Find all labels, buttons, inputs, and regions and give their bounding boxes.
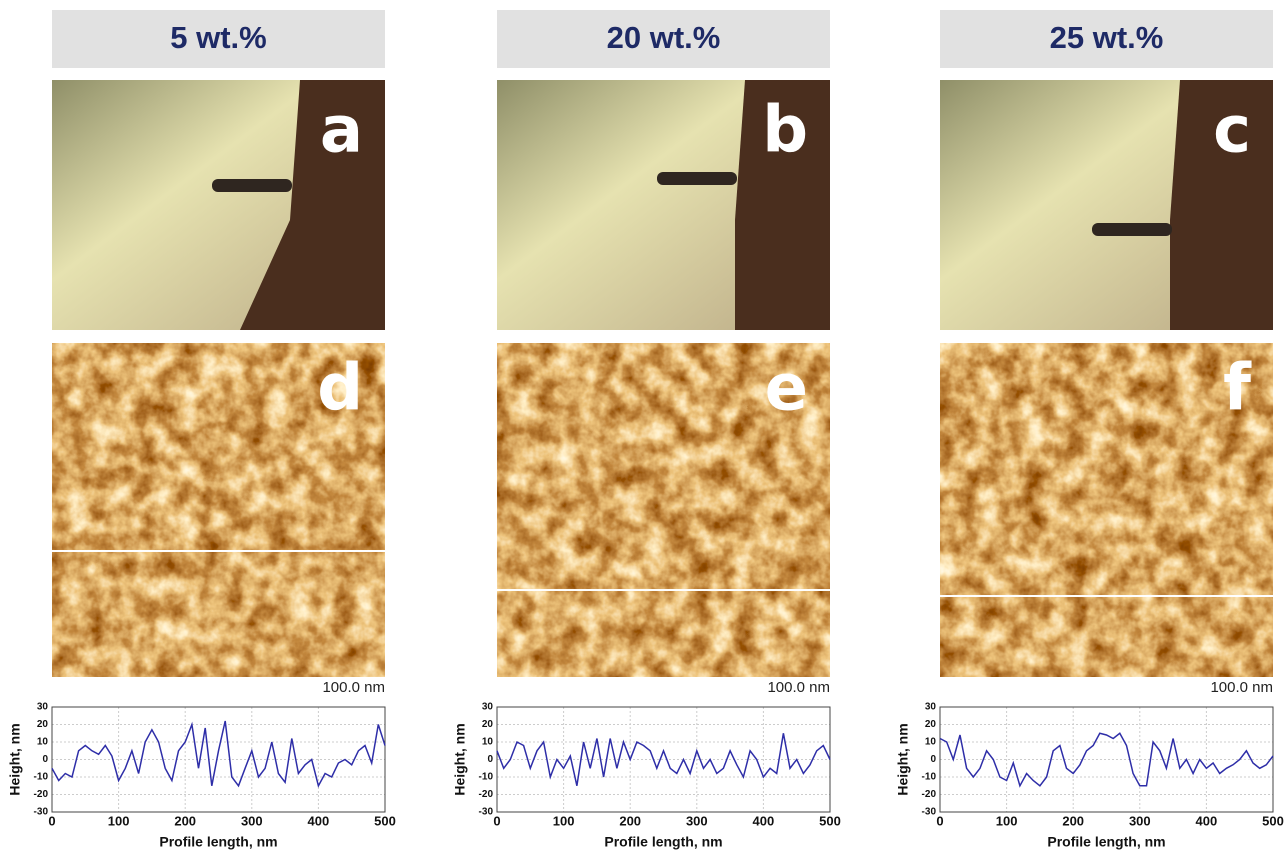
y-tick-label: -20 <box>34 789 49 800</box>
y-axis-label: Height, nm <box>7 723 23 795</box>
x-tick-label: 100 <box>553 813 575 828</box>
y-tick-label: -30 <box>922 807 937 818</box>
x-tick-label: 0 <box>493 813 500 828</box>
y-tick-label: -30 <box>34 807 49 818</box>
cantilever <box>212 179 292 192</box>
y-tick-label: 0 <box>930 754 936 765</box>
afm-label: f <box>1223 352 1252 426</box>
x-tick-label: 300 <box>1129 813 1151 828</box>
y-tick-label: 30 <box>37 702 49 713</box>
y-tick-label: -10 <box>922 772 937 783</box>
x-tick-label: 100 <box>108 813 130 828</box>
y-tick-label: -10 <box>479 772 494 783</box>
profile-line-series <box>52 721 385 786</box>
scale-bar: 100.0 nm <box>767 679 830 696</box>
afm-label: d <box>317 352 363 426</box>
x-tick-label: 0 <box>936 813 943 828</box>
y-tick-label: 0 <box>487 754 493 765</box>
y-axis-label: Height, nm <box>452 723 468 795</box>
x-tick-label: 300 <box>686 813 708 828</box>
photo-label: c <box>1213 94 1251 168</box>
x-tick-label: 300 <box>241 813 263 828</box>
x-axis-label: Profile length, nm <box>1047 834 1165 850</box>
y-tick-label: 20 <box>37 719 49 730</box>
x-tick-label: 100 <box>996 813 1018 828</box>
y-tick-label: 10 <box>37 737 49 748</box>
y-tick-label: 20 <box>925 719 937 730</box>
x-tick-label: 500 <box>1262 813 1284 828</box>
y-tick-label: 10 <box>482 737 494 748</box>
scale-bar: 100.0 nm <box>322 679 385 696</box>
y-axis-label: Height, nm <box>895 723 911 795</box>
y-tick-label: 20 <box>482 719 494 730</box>
y-tick-label: 30 <box>925 702 937 713</box>
y-tick-label: -30 <box>479 807 494 818</box>
cantilever <box>1092 223 1172 236</box>
x-tick-label: 200 <box>1062 813 1084 828</box>
x-tick-label: 500 <box>374 813 396 828</box>
x-axis-label: Profile length, nm <box>159 834 277 850</box>
x-tick-label: 400 <box>308 813 330 828</box>
x-tick-label: 400 <box>1196 813 1218 828</box>
x-tick-label: 500 <box>819 813 841 828</box>
y-tick-label: 10 <box>925 737 937 748</box>
y-tick-label: -20 <box>479 789 494 800</box>
cantilever <box>657 172 737 185</box>
photo-label: a <box>320 94 363 168</box>
y-tick-label: 30 <box>482 702 494 713</box>
panel-header: 20 wt.% <box>607 20 721 55</box>
panel-header: 5 wt.% <box>170 20 266 55</box>
y-tick-label: -20 <box>922 789 937 800</box>
x-tick-label: 200 <box>174 813 196 828</box>
y-tick-label: -10 <box>34 772 49 783</box>
panel-header: 25 wt.% <box>1050 20 1164 55</box>
y-tick-label: 0 <box>42 754 48 765</box>
scale-bar: 100.0 nm <box>1210 679 1273 696</box>
figure: 5 wt.%ad100.0 nm-30-20-10010203001002003… <box>0 0 1286 855</box>
afm-label: e <box>765 352 808 426</box>
photo-label: b <box>762 94 808 168</box>
x-tick-label: 0 <box>48 813 55 828</box>
x-tick-label: 200 <box>619 813 641 828</box>
x-axis-label: Profile length, nm <box>604 834 722 850</box>
x-tick-label: 400 <box>753 813 775 828</box>
profile-line-series <box>497 733 830 786</box>
